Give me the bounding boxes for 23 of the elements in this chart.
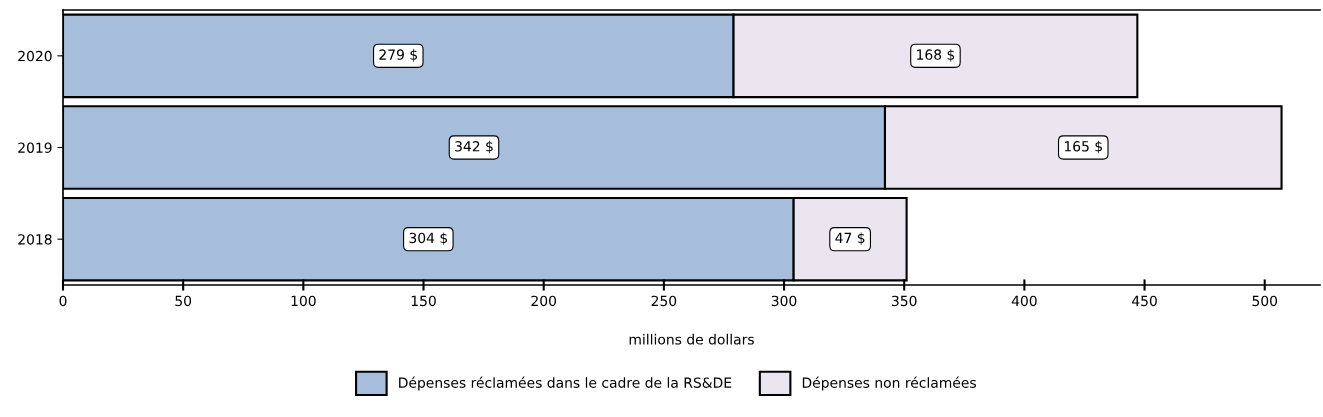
x-tick-label: 400 xyxy=(1011,295,1037,307)
x-axis-title: millions de dollars xyxy=(629,333,754,345)
x-tick-label: 100 xyxy=(291,295,316,307)
data-label: 304 $ xyxy=(409,232,448,246)
data-label: 165 $ xyxy=(1064,140,1102,154)
x-tick-label: 150 xyxy=(411,295,436,307)
x-tick-label: 500 xyxy=(1252,295,1278,307)
x-tick-label: 200 xyxy=(531,295,557,307)
x-tick-label: 450 xyxy=(1131,295,1157,307)
x-tick-label: 300 xyxy=(771,295,797,307)
x-tick-label: 50 xyxy=(175,295,192,307)
data-label: 342 $ xyxy=(455,140,493,154)
y-tick-label: 2018 xyxy=(18,234,52,245)
data-label: 168 $ xyxy=(917,49,955,62)
y-tick-label: 2020 xyxy=(18,50,52,62)
x-tick-label: 350 xyxy=(892,295,917,307)
data-label: 279 $ xyxy=(379,49,418,62)
x-tick-label: 0 xyxy=(59,295,67,307)
y-tick-label: 2019 xyxy=(18,142,52,153)
x-tick-label: 250 xyxy=(651,295,677,307)
legend-label: Dépenses réclamées dans le cadre de la RS&DE xyxy=(399,376,732,391)
data-label: 47 $ xyxy=(835,232,865,246)
legend-label: Dépenses non réclamées xyxy=(802,376,976,391)
